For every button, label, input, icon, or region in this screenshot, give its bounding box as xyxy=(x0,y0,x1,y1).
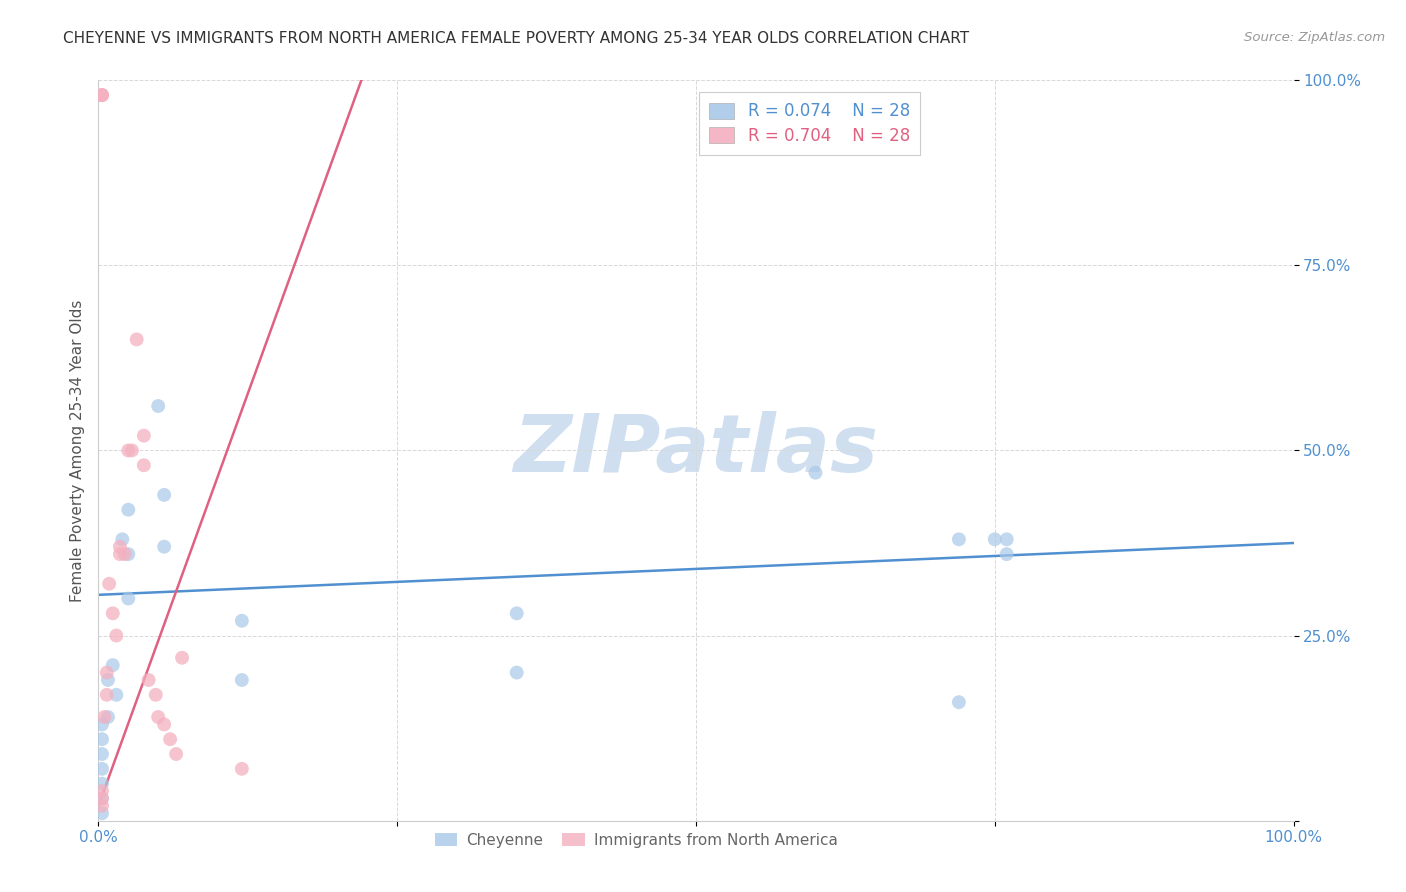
Point xyxy=(138,673,160,687)
Point xyxy=(108,540,131,554)
Point xyxy=(172,650,194,665)
Point xyxy=(91,791,114,805)
Point xyxy=(101,658,124,673)
Point xyxy=(117,443,139,458)
Point xyxy=(231,762,253,776)
Point xyxy=(96,665,118,680)
Point xyxy=(105,628,128,642)
Point xyxy=(125,332,148,346)
Point xyxy=(153,488,176,502)
Point xyxy=(153,717,176,731)
Point xyxy=(98,576,121,591)
Point xyxy=(148,399,170,413)
Point xyxy=(97,673,120,687)
Point xyxy=(506,607,529,621)
Point xyxy=(132,428,155,442)
Point xyxy=(145,688,167,702)
Point xyxy=(91,776,114,791)
Point xyxy=(948,695,970,709)
Point xyxy=(105,688,128,702)
Point xyxy=(111,533,134,547)
Point xyxy=(93,710,115,724)
Point xyxy=(231,673,253,687)
Point xyxy=(148,710,170,724)
Text: CHEYENNE VS IMMIGRANTS FROM NORTH AMERICA FEMALE POVERTY AMONG 25-34 YEAR OLDS C: CHEYENNE VS IMMIGRANTS FROM NORTH AMERIC… xyxy=(63,31,969,46)
Point xyxy=(804,466,827,480)
Text: ZIPatlas: ZIPatlas xyxy=(513,411,879,490)
Point xyxy=(948,533,970,547)
Point xyxy=(117,591,139,606)
Point xyxy=(91,88,114,103)
Point xyxy=(984,533,1007,547)
Point xyxy=(165,747,187,761)
Point xyxy=(91,717,114,731)
Point xyxy=(91,762,114,776)
Point xyxy=(117,502,139,516)
Point xyxy=(132,458,155,473)
Point xyxy=(231,614,253,628)
Point xyxy=(91,88,114,103)
Point xyxy=(91,798,114,813)
Point xyxy=(91,747,114,761)
Point xyxy=(153,540,176,554)
Point xyxy=(91,732,114,747)
Y-axis label: Female Poverty Among 25-34 Year Olds: Female Poverty Among 25-34 Year Olds xyxy=(69,300,84,601)
Point xyxy=(995,547,1018,561)
Point xyxy=(995,533,1018,547)
Point xyxy=(114,547,136,561)
Point xyxy=(96,688,118,702)
Legend: Cheyenne, Immigrants from North America: Cheyenne, Immigrants from North America xyxy=(429,826,844,854)
Point xyxy=(506,665,529,680)
Point xyxy=(97,710,120,724)
Point xyxy=(91,784,114,798)
Point xyxy=(117,547,139,561)
Point xyxy=(121,443,143,458)
Point xyxy=(91,791,114,805)
Text: Source: ZipAtlas.com: Source: ZipAtlas.com xyxy=(1244,31,1385,45)
Point xyxy=(101,607,124,621)
Point xyxy=(108,547,131,561)
Point xyxy=(91,88,114,103)
Point xyxy=(159,732,181,747)
Point xyxy=(91,806,114,821)
